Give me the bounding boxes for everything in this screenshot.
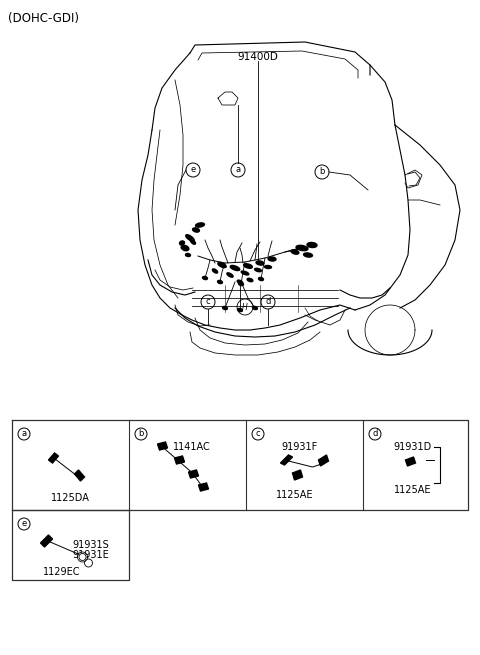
Text: 1125DA: 1125DA [51, 493, 90, 503]
Ellipse shape [217, 280, 222, 284]
Ellipse shape [252, 307, 257, 310]
Ellipse shape [307, 242, 317, 248]
Ellipse shape [268, 257, 276, 261]
Ellipse shape [239, 282, 243, 286]
Polygon shape [40, 535, 52, 547]
Text: (DOHC-GDI): (DOHC-GDI) [8, 12, 79, 25]
Circle shape [79, 553, 86, 561]
Ellipse shape [238, 309, 242, 312]
Ellipse shape [186, 234, 194, 241]
Ellipse shape [291, 250, 299, 254]
Polygon shape [319, 455, 328, 466]
Text: 91931E: 91931E [72, 550, 109, 560]
Ellipse shape [303, 253, 312, 257]
Text: 91931D: 91931D [394, 442, 432, 452]
Polygon shape [157, 442, 168, 450]
Text: c: c [256, 430, 260, 438]
Text: 1129EC: 1129EC [43, 567, 80, 577]
Ellipse shape [195, 223, 204, 227]
Text: d: d [265, 297, 271, 307]
Ellipse shape [241, 271, 249, 275]
Polygon shape [175, 456, 184, 464]
Text: 91400D: 91400D [238, 52, 278, 62]
Ellipse shape [259, 278, 264, 280]
Text: b: b [138, 430, 144, 438]
Text: H: H [242, 303, 248, 312]
Polygon shape [189, 470, 199, 478]
Ellipse shape [186, 253, 191, 257]
Ellipse shape [230, 265, 240, 271]
Ellipse shape [181, 245, 189, 251]
Ellipse shape [256, 261, 264, 265]
Ellipse shape [227, 273, 233, 277]
Text: 1141AC: 1141AC [172, 442, 210, 452]
Text: d: d [372, 430, 378, 438]
Ellipse shape [191, 240, 195, 244]
Polygon shape [199, 483, 208, 491]
Polygon shape [292, 470, 302, 480]
Text: e: e [22, 519, 26, 529]
Ellipse shape [296, 246, 308, 251]
Text: 1125AE: 1125AE [276, 490, 313, 500]
Polygon shape [280, 455, 292, 465]
Ellipse shape [247, 278, 253, 282]
Text: c: c [206, 297, 210, 307]
Polygon shape [48, 453, 59, 463]
Ellipse shape [223, 307, 228, 310]
Text: a: a [235, 166, 240, 174]
Text: 91931F: 91931F [281, 442, 318, 452]
Text: a: a [22, 430, 26, 438]
Text: 91931S: 91931S [72, 540, 109, 550]
Ellipse shape [237, 280, 243, 284]
Ellipse shape [192, 228, 199, 232]
Ellipse shape [180, 241, 184, 245]
Ellipse shape [218, 263, 226, 268]
Text: e: e [191, 166, 196, 174]
Text: 1125AE: 1125AE [394, 485, 431, 495]
Ellipse shape [254, 269, 262, 272]
Ellipse shape [264, 265, 272, 269]
Ellipse shape [203, 276, 207, 280]
Text: b: b [319, 168, 324, 176]
Ellipse shape [244, 264, 252, 269]
Polygon shape [74, 470, 84, 481]
Polygon shape [406, 457, 416, 466]
Ellipse shape [212, 269, 217, 273]
